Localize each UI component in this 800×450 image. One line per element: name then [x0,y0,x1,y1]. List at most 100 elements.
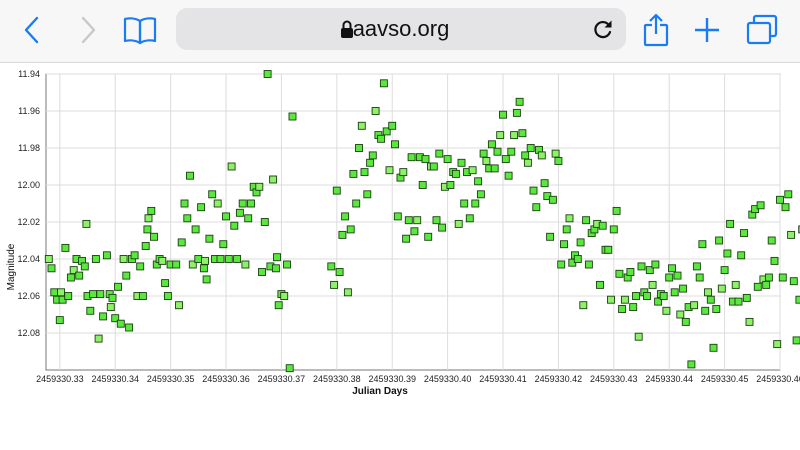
data-point [781,203,790,212]
data-point [726,219,735,228]
tabs-button[interactable] [744,10,780,50]
data-point [150,232,158,241]
data-point [443,155,452,164]
chevron-right-icon [81,16,96,44]
data-point [99,312,108,321]
forward-button[interactable] [74,10,102,50]
data-point [222,212,230,221]
x-tick-label: 2459330.36 [202,374,250,384]
data-point [734,297,743,306]
scatter-plot: 11.94 11.96 11.98 12.00 12.02 12.04 12.06 12.08… [6,69,800,397]
data-point [144,214,153,223]
data-point [474,177,483,186]
y-tick-label: 11.96 [18,106,40,116]
data-point [96,290,105,299]
data-point [670,288,679,297]
tabs-icon [746,14,778,45]
data-point [789,277,798,286]
data-points [44,70,800,373]
data-point [143,225,152,234]
back-button[interactable] [18,10,46,50]
address-bar[interactable]: aavso.org [176,8,626,50]
data-point [247,199,255,208]
data-point [454,219,463,228]
data-point [687,360,696,369]
data-point [615,269,624,278]
data-point [47,264,56,273]
data-point [66,273,75,282]
data-point [341,212,350,221]
y-axis: 11.94 11.96 11.98 12.00 12.02 12.04 12.06 12.08 [17,69,40,338]
new-tab-button[interactable] [690,10,724,50]
y-tick-label: 12.00 [17,180,40,190]
data-point [643,292,651,300]
data-point [280,292,289,300]
data-point [355,144,363,152]
data-point [147,206,156,215]
data-point [357,121,366,130]
data-point [756,201,765,210]
data-point [368,151,377,160]
data-point [194,255,203,263]
data-point [273,253,281,262]
data-point [770,256,779,265]
data-point [435,149,444,158]
data-point [465,214,474,223]
data-point [269,175,278,184]
data-point [413,216,422,225]
data-point [551,149,560,158]
data-point [532,203,541,212]
data-point [776,195,784,204]
data-point [244,214,253,223]
data-point [742,293,751,302]
data-point [634,332,643,341]
data-point [612,206,621,215]
open-book-icon [123,17,157,45]
data-point [460,199,469,208]
data-point [391,140,399,149]
data-point [778,273,787,282]
x-tick-label: 2459330.41 [479,374,527,384]
data-point [676,310,685,319]
data-point [723,249,732,258]
data-point [784,190,793,199]
data-point [197,203,206,212]
bookmarks-button[interactable] [120,10,160,50]
data-point [177,238,186,247]
light-curve-chart: 11.94 11.96 11.98 12.00 12.02 12.04 12.06 12.08… [0,62,800,402]
data-point [385,166,394,175]
data-point [89,290,98,299]
data-point [224,255,233,263]
data-point [767,236,776,245]
data-point [632,292,640,300]
data-point [648,280,657,289]
data-point [701,306,710,315]
data-point [335,268,344,276]
data-point [421,155,430,164]
data-point [717,284,726,293]
data-point [673,271,682,280]
data-point [199,264,208,273]
data-point [609,225,618,234]
data-point [679,284,688,293]
data-point [573,255,582,263]
data-point [681,317,690,326]
data-point [69,266,78,275]
data-point [565,214,574,223]
reload-icon[interactable] [592,18,614,40]
data-point [471,199,480,208]
data-point [80,262,89,271]
data-point [526,144,535,152]
x-tick-label: 2459330.33 [36,374,84,384]
x-tick-label: 2459330.37 [258,374,306,384]
data-point [468,166,477,175]
data-point [57,288,65,297]
data-point [720,266,729,275]
data-point [175,301,183,310]
data-point [327,262,336,271]
data-point [82,219,91,228]
share-button[interactable] [640,10,672,50]
data-point [504,171,513,180]
data-point [288,112,297,121]
data-point [116,319,125,328]
